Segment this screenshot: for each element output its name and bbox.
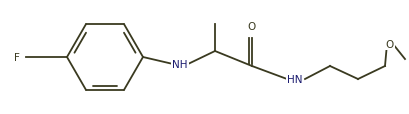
Text: NH: NH: [172, 60, 188, 69]
Text: HN: HN: [287, 74, 303, 84]
Text: F: F: [14, 53, 20, 62]
Text: O: O: [386, 40, 394, 50]
Text: O: O: [248, 22, 256, 32]
